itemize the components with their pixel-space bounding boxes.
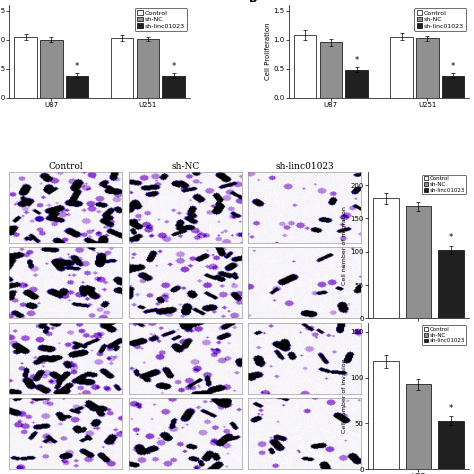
Bar [319,43,342,98]
Bar [294,35,316,98]
Bar [416,38,438,98]
Bar [438,250,464,319]
Bar [345,70,368,98]
Text: B: B [249,0,258,4]
Legend: Control, sh-NC, sh-linc01023: Control, sh-NC, sh-linc01023 [422,174,466,194]
Bar [163,76,185,98]
Text: *: * [449,404,453,413]
Text: *: * [172,62,176,71]
Bar [40,40,63,98]
Bar [406,207,431,319]
Legend: Control, sh-NC, sh-linc01023: Control, sh-NC, sh-linc01023 [135,8,187,31]
Text: *: * [75,62,79,71]
Bar [442,76,465,98]
Text: *: * [449,234,453,243]
Bar [391,36,413,98]
Title: Control: Control [48,162,83,171]
Legend: Control, sh-NC, sh-linc01023: Control, sh-NC, sh-linc01023 [414,8,466,31]
Y-axis label: Cell Proliferation: Cell Proliferation [265,22,271,80]
Title: sh-NC: sh-NC [171,162,200,171]
Bar [406,384,431,469]
Text: *: * [451,62,456,71]
Y-axis label: Cell number of migration: Cell number of migration [342,206,347,284]
Bar [373,361,399,469]
Bar [111,38,134,98]
Bar [14,36,37,98]
Y-axis label: Cell number of invasion: Cell number of invasion [342,359,347,433]
Text: *: * [355,56,359,65]
Bar [373,199,399,319]
Bar [438,421,464,469]
Title: sh-linc01023: sh-linc01023 [275,162,334,171]
Bar [66,76,88,98]
Legend: Control, sh-NC, sh-linc01023: Control, sh-NC, sh-linc01023 [422,326,466,345]
Bar [137,39,159,98]
